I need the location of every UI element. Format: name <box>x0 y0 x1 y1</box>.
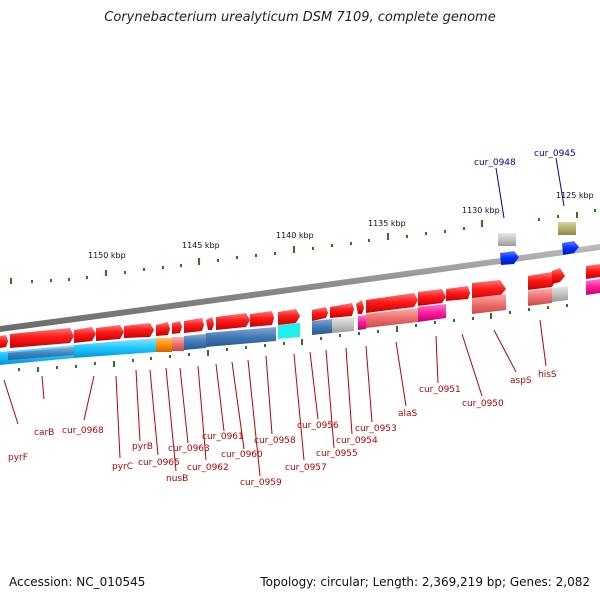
gene-cur0965-arrow <box>124 323 154 338</box>
scale-label-1135: 1135 kbp <box>368 219 406 228</box>
gene-cur0962-arrow <box>184 318 204 333</box>
accession-text: Accession: NC_010545 <box>9 575 146 589</box>
gene-cur0953-arrow <box>356 300 364 314</box>
gene-hisS-arrow <box>528 272 556 290</box>
genome-backbone <box>0 244 600 332</box>
gene-label-cur_0968: cur_0968 <box>62 426 104 436</box>
gene-pyrB-arrow <box>96 325 124 341</box>
gene-cur0950-arrow <box>446 286 470 301</box>
label-leader-lines <box>3 319 547 477</box>
gene-pyrF-arrow <box>0 335 8 348</box>
gene-label-pyrF: pyrF <box>8 453 28 463</box>
gene-gray-small <box>498 233 516 246</box>
gene-label-cur_0948: cur_0948 <box>474 158 516 168</box>
gene-label-cur_0955: cur_0955 <box>316 449 358 459</box>
gene-olive-small <box>558 222 576 235</box>
gene-small-arrow <box>552 268 565 284</box>
gene-label-cur_0957: cur_0957 <box>285 463 327 473</box>
gene-label-pyrC: pyrC <box>112 462 133 472</box>
scale-label-1130: 1130 kbp <box>462 206 500 215</box>
gene-label-cur_0962: cur_0962 <box>187 463 229 473</box>
gene-right-edge <box>586 264 600 279</box>
lower-feature-track <box>0 279 600 365</box>
gene-nusB-arrow <box>156 322 170 336</box>
rna-leader-lines <box>495 157 565 219</box>
gene-label-cur_0954: cur_0954 <box>336 436 378 446</box>
gene-cur0955-arrow <box>312 307 328 321</box>
gene-label-cur_0951: cur_0951 <box>419 385 461 395</box>
gene-cur0963-arrow <box>172 321 182 334</box>
gene-rna-left <box>500 251 519 265</box>
gene-label-cur_0965: cur_0965 <box>138 458 180 468</box>
scale-label-1125: 1125 kbp <box>556 191 594 200</box>
inner-ticks <box>18 304 568 372</box>
gene-cur0958-arrow <box>250 311 274 327</box>
gene-rna-right <box>562 241 579 255</box>
gene-label-cur_0960: cur_0960 <box>221 450 263 460</box>
gene-label-pyrB: pyrB <box>132 442 153 452</box>
gene-label-nusB: nusB <box>166 474 188 484</box>
gene-label-cur_0959: cur_0959 <box>240 478 282 488</box>
gene-label-aspS: aspS <box>510 376 532 386</box>
gene-label-cur_0945: cur_0945 <box>534 149 576 159</box>
scale-label-1140: 1140 kbp <box>276 231 314 240</box>
gene-label-cur_0958: cur_0958 <box>254 436 296 446</box>
scale-ticks <box>10 209 596 284</box>
gene-cur0960-arrow <box>216 313 250 330</box>
upper-feature-track <box>0 222 600 348</box>
scale-label-1145: 1145 kbp <box>182 241 220 250</box>
gene-label-hisS: hisS <box>538 370 557 380</box>
map-title: Corynebacterium urealyticum DSM 7109, co… <box>104 10 496 25</box>
gene-pyrC-arrow <box>74 327 96 343</box>
gene-label-cur_0961: cur_0961 <box>202 432 244 442</box>
gene-label-cur_0953: cur_0953 <box>355 424 397 434</box>
gene-label-alaS: alaS <box>398 409 418 419</box>
gene-label-carB: carB <box>34 428 54 438</box>
gene-cur0957-arrow <box>278 309 300 325</box>
gene-label-cur_0963: cur_0963 <box>168 444 210 454</box>
gene-cur0951-arrow <box>418 289 446 306</box>
gene-cur0961-arrow <box>206 317 214 330</box>
gene-label-cur_0956: cur_0956 <box>297 421 339 431</box>
gene-alaS-arrow <box>366 293 418 313</box>
gene-cur0954-arrow <box>330 303 354 318</box>
gene-label-cur_0950: cur_0950 <box>462 399 504 409</box>
genome-summary-text: Topology: circular; Length: 2,369,219 bp… <box>260 575 590 589</box>
gene-carB-arrow <box>10 328 74 348</box>
scale-label-1150: 1150 kbp <box>88 251 126 260</box>
